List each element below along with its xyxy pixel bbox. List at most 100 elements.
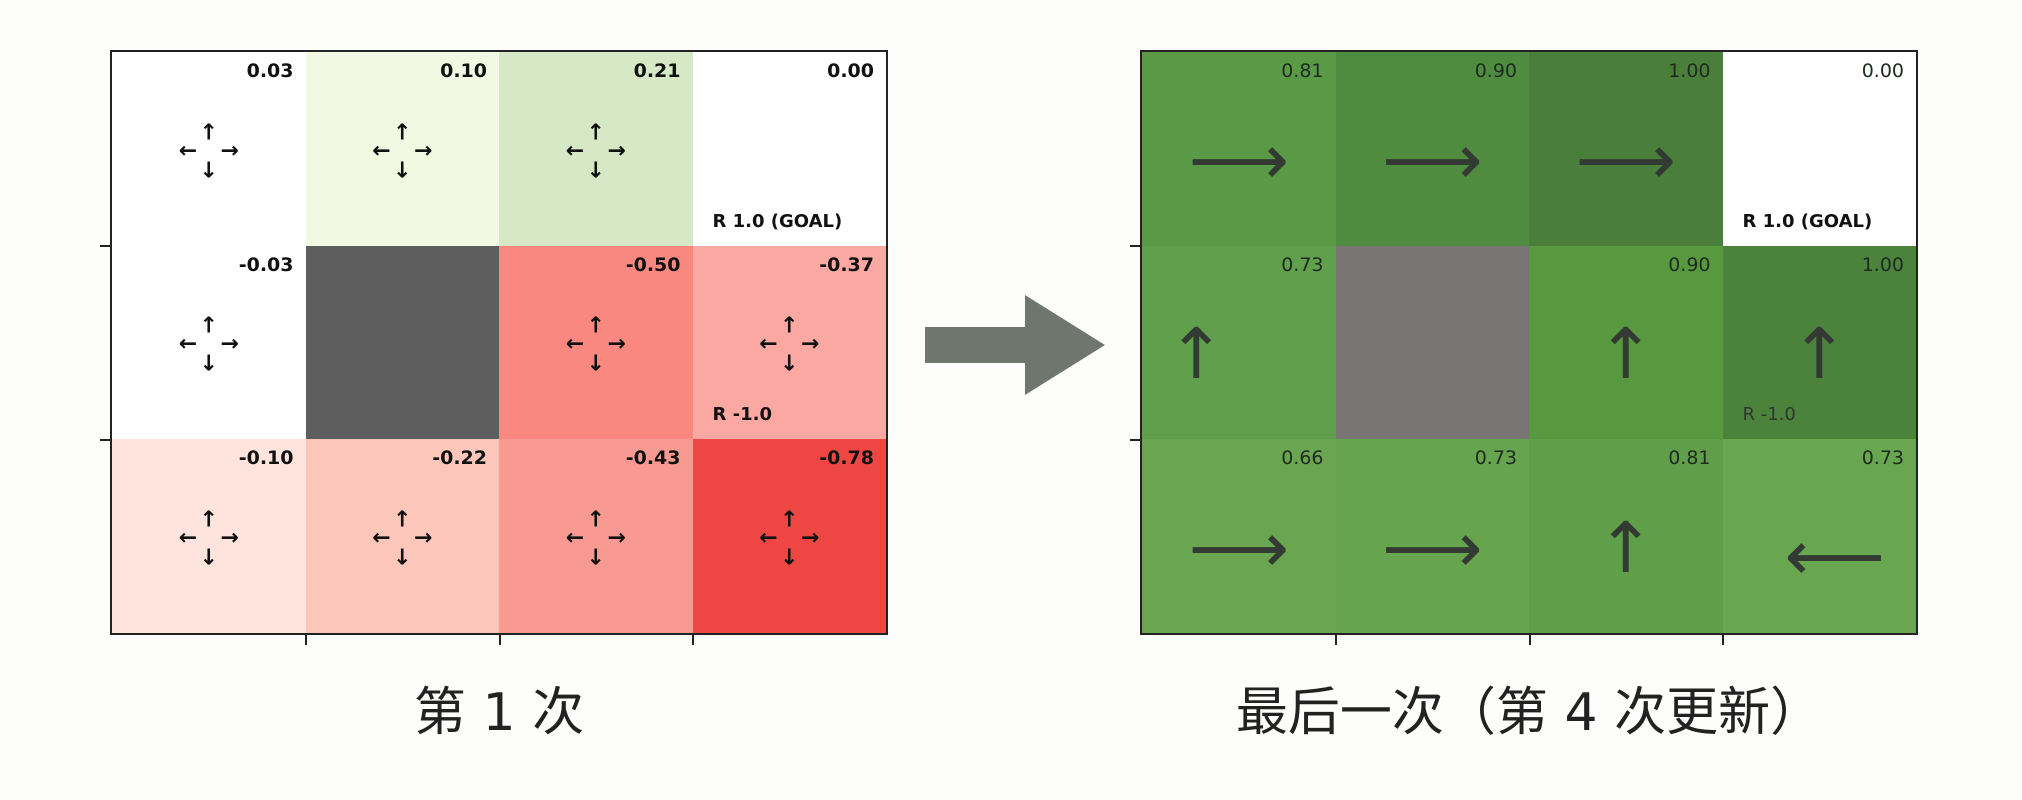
caption-iteration-1: 第 1 次 xyxy=(413,683,585,743)
grid-cell: -0.78 ↑ ↓ ← → xyxy=(692,439,886,633)
state-value: -0.03 xyxy=(238,253,294,276)
state-value: 0.66 xyxy=(1281,447,1324,470)
down-arrow-icon: ↓ xyxy=(393,545,412,571)
policy-right-arrow-icon: ⟶ xyxy=(1575,119,1676,202)
state-value: 0.21 xyxy=(633,60,681,82)
up-arrow-icon: ↑ xyxy=(780,314,799,340)
state-value: 0.73 xyxy=(1861,447,1904,470)
state-value: 1.00 xyxy=(1861,253,1904,276)
y-tick xyxy=(100,245,110,247)
left-arrow-icon: ← xyxy=(372,138,391,164)
y-tick xyxy=(1130,439,1140,441)
up-arrow-icon: ↑ xyxy=(199,120,218,146)
down-arrow-icon: ↓ xyxy=(586,158,605,184)
grid-cell: -0.10 ↑ ↓ ← → xyxy=(112,439,306,633)
grid-cell xyxy=(1335,245,1529,440)
x-tick xyxy=(692,635,694,645)
state-value: -0.22 xyxy=(432,447,487,470)
grid-cell: -0.43 ↑ ↓ ← → xyxy=(499,439,693,633)
policy-right-arrow-icon: ⟶ xyxy=(1382,119,1483,202)
right-arrow-icon xyxy=(925,295,1105,395)
down-arrow-icon: ↓ xyxy=(199,545,218,571)
grid-right: 0.81 ⟶ 0.90 ⟶ 1.00 ⟶ 0.00 R 1.0 (GOAL) 0.73 ↑ 0.90… xyxy=(1142,52,1916,633)
grid-cell: -0.37 R -1.0 ↑ ↓ ← → xyxy=(692,245,886,440)
action-arrows-icon: ↑ ↓ ← → xyxy=(179,122,239,182)
reward-label: R 1.0 (GOAL) xyxy=(712,210,843,232)
grid-cell: 0.90 ⟶ xyxy=(1335,52,1529,246)
grid-cell xyxy=(305,245,499,440)
grid-cell: 0.73 ↑ xyxy=(1142,245,1336,440)
down-arrow-icon: ↓ xyxy=(586,352,605,378)
state-value: -0.78 xyxy=(819,447,874,470)
grid-cell: -0.22 ↑ ↓ ← → xyxy=(305,439,499,633)
state-value: 0.00 xyxy=(1861,60,1904,82)
grid-cell: 0.73 ⟶ xyxy=(1335,439,1529,633)
state-value: 0.81 xyxy=(1281,60,1324,82)
x-tick xyxy=(1529,635,1531,645)
up-arrow-icon: ↑ xyxy=(780,507,799,533)
grid-left: 0.03 ↑ ↓ ← → 0.10 ↑ ↓ ← → 0.21 ↑ ↓ ← → 0.00 R 1.0 (GOAL)… xyxy=(112,52,886,633)
down-arrow-icon: ↓ xyxy=(199,158,218,184)
action-arrows-icon: ↑ ↓ ← → xyxy=(179,316,239,376)
up-arrow-icon: ↑ xyxy=(199,314,218,340)
caption-final-iteration: 最后一次（第 4 次更新） xyxy=(1235,683,1823,743)
y-tick xyxy=(100,439,110,441)
action-arrows-icon: ↑ ↓ ← → xyxy=(372,122,432,182)
left-arrow-icon: ← xyxy=(178,331,198,357)
grid-cell: 0.03 ↑ ↓ ← → xyxy=(112,52,306,246)
action-arrows-icon: ↑ ↓ ← → xyxy=(565,509,626,571)
up-arrow-icon: ↑ xyxy=(586,120,605,146)
policy-up-arrow-icon: ↑ xyxy=(1596,506,1656,589)
state-value: 0.90 xyxy=(1474,60,1517,82)
left-arrow-icon: ← xyxy=(178,138,198,164)
state-value: -0.10 xyxy=(238,447,294,470)
left-arrow-icon: ← xyxy=(759,331,778,357)
down-arrow-icon: ↓ xyxy=(586,545,605,571)
action-arrows-icon: ↑ ↓ ← → xyxy=(178,507,239,571)
up-arrow-icon: ↑ xyxy=(586,314,605,340)
reward-label: R 1.0 (GOAL) xyxy=(1742,210,1873,232)
gridworld-panel-iteration-1: 0.03 ↑ ↓ ← → 0.10 ↑ ↓ ← → 0.21 ↑ ↓ ← → 0.00 R 1.0 (GOAL)… xyxy=(100,50,888,645)
x-tick xyxy=(499,635,501,645)
state-value: 0.03 xyxy=(246,60,294,82)
action-arrows-icon: ↑ ↓ ← → xyxy=(566,122,626,182)
left-arrow-icon: ← xyxy=(178,525,198,551)
right-arrow-icon: → xyxy=(607,525,626,551)
state-value: -0.37 xyxy=(819,253,874,276)
reward-label: R -1.0 xyxy=(712,404,772,426)
left-arrow-icon: ← xyxy=(372,525,391,551)
left-arrow-icon: ← xyxy=(565,525,585,551)
grid-cell: 0.66 ⟶ xyxy=(1142,439,1336,633)
x-tick xyxy=(1722,635,1724,645)
reward-label: R -1.0 xyxy=(1742,404,1796,426)
grid-cell: 0.21 ↑ ↓ ← → xyxy=(499,52,693,246)
right-arrow-icon: → xyxy=(800,525,820,551)
policy-right-arrow-icon: ⟶ xyxy=(1188,119,1289,202)
grid-cell: 1.00 ⟶ xyxy=(1529,52,1723,246)
grid-cell: -0.03 ↑ ↓ ← → xyxy=(112,245,306,440)
grid-cell: 0.00 R 1.0 (GOAL) xyxy=(692,52,886,246)
down-arrow-icon: ↓ xyxy=(199,352,218,378)
policy-left-arrow-icon: ⟵ xyxy=(1784,514,1885,597)
grid-cell: 1.00 R -1.0 ↑ xyxy=(1722,245,1916,440)
policy-right-arrow-icon: ⟶ xyxy=(1382,506,1483,589)
state-value: 0.81 xyxy=(1668,447,1711,470)
right-arrow-icon: → xyxy=(220,525,239,551)
up-arrow-icon: ↑ xyxy=(199,507,218,533)
right-arrow-icon: → xyxy=(607,331,626,357)
up-arrow-icon: ↑ xyxy=(393,507,412,533)
policy-up-arrow-icon: ↑ xyxy=(1789,313,1849,396)
policy-up-arrow-icon: ↑ xyxy=(1596,313,1656,396)
right-arrow-icon: → xyxy=(413,138,433,164)
down-arrow-icon: ↓ xyxy=(780,545,799,571)
gridworld-panel-final: 0.81 ⟶ 0.90 ⟶ 1.00 ⟶ 0.00 R 1.0 (GOAL) 0.73 ↑ 0.90… xyxy=(1130,50,1918,645)
state-value: 0.00 xyxy=(827,60,874,82)
state-value: 0.90 xyxy=(1668,253,1711,276)
grid-cell: -0.50 ↑ ↓ ← → xyxy=(499,245,693,440)
right-arrow-icon: → xyxy=(413,525,433,551)
x-tick xyxy=(1335,635,1337,645)
x-tick xyxy=(305,635,307,645)
state-value: 1.00 xyxy=(1668,60,1711,82)
grid-cell: 0.73 ⟵ xyxy=(1722,439,1916,633)
down-arrow-icon: ↓ xyxy=(393,158,412,184)
